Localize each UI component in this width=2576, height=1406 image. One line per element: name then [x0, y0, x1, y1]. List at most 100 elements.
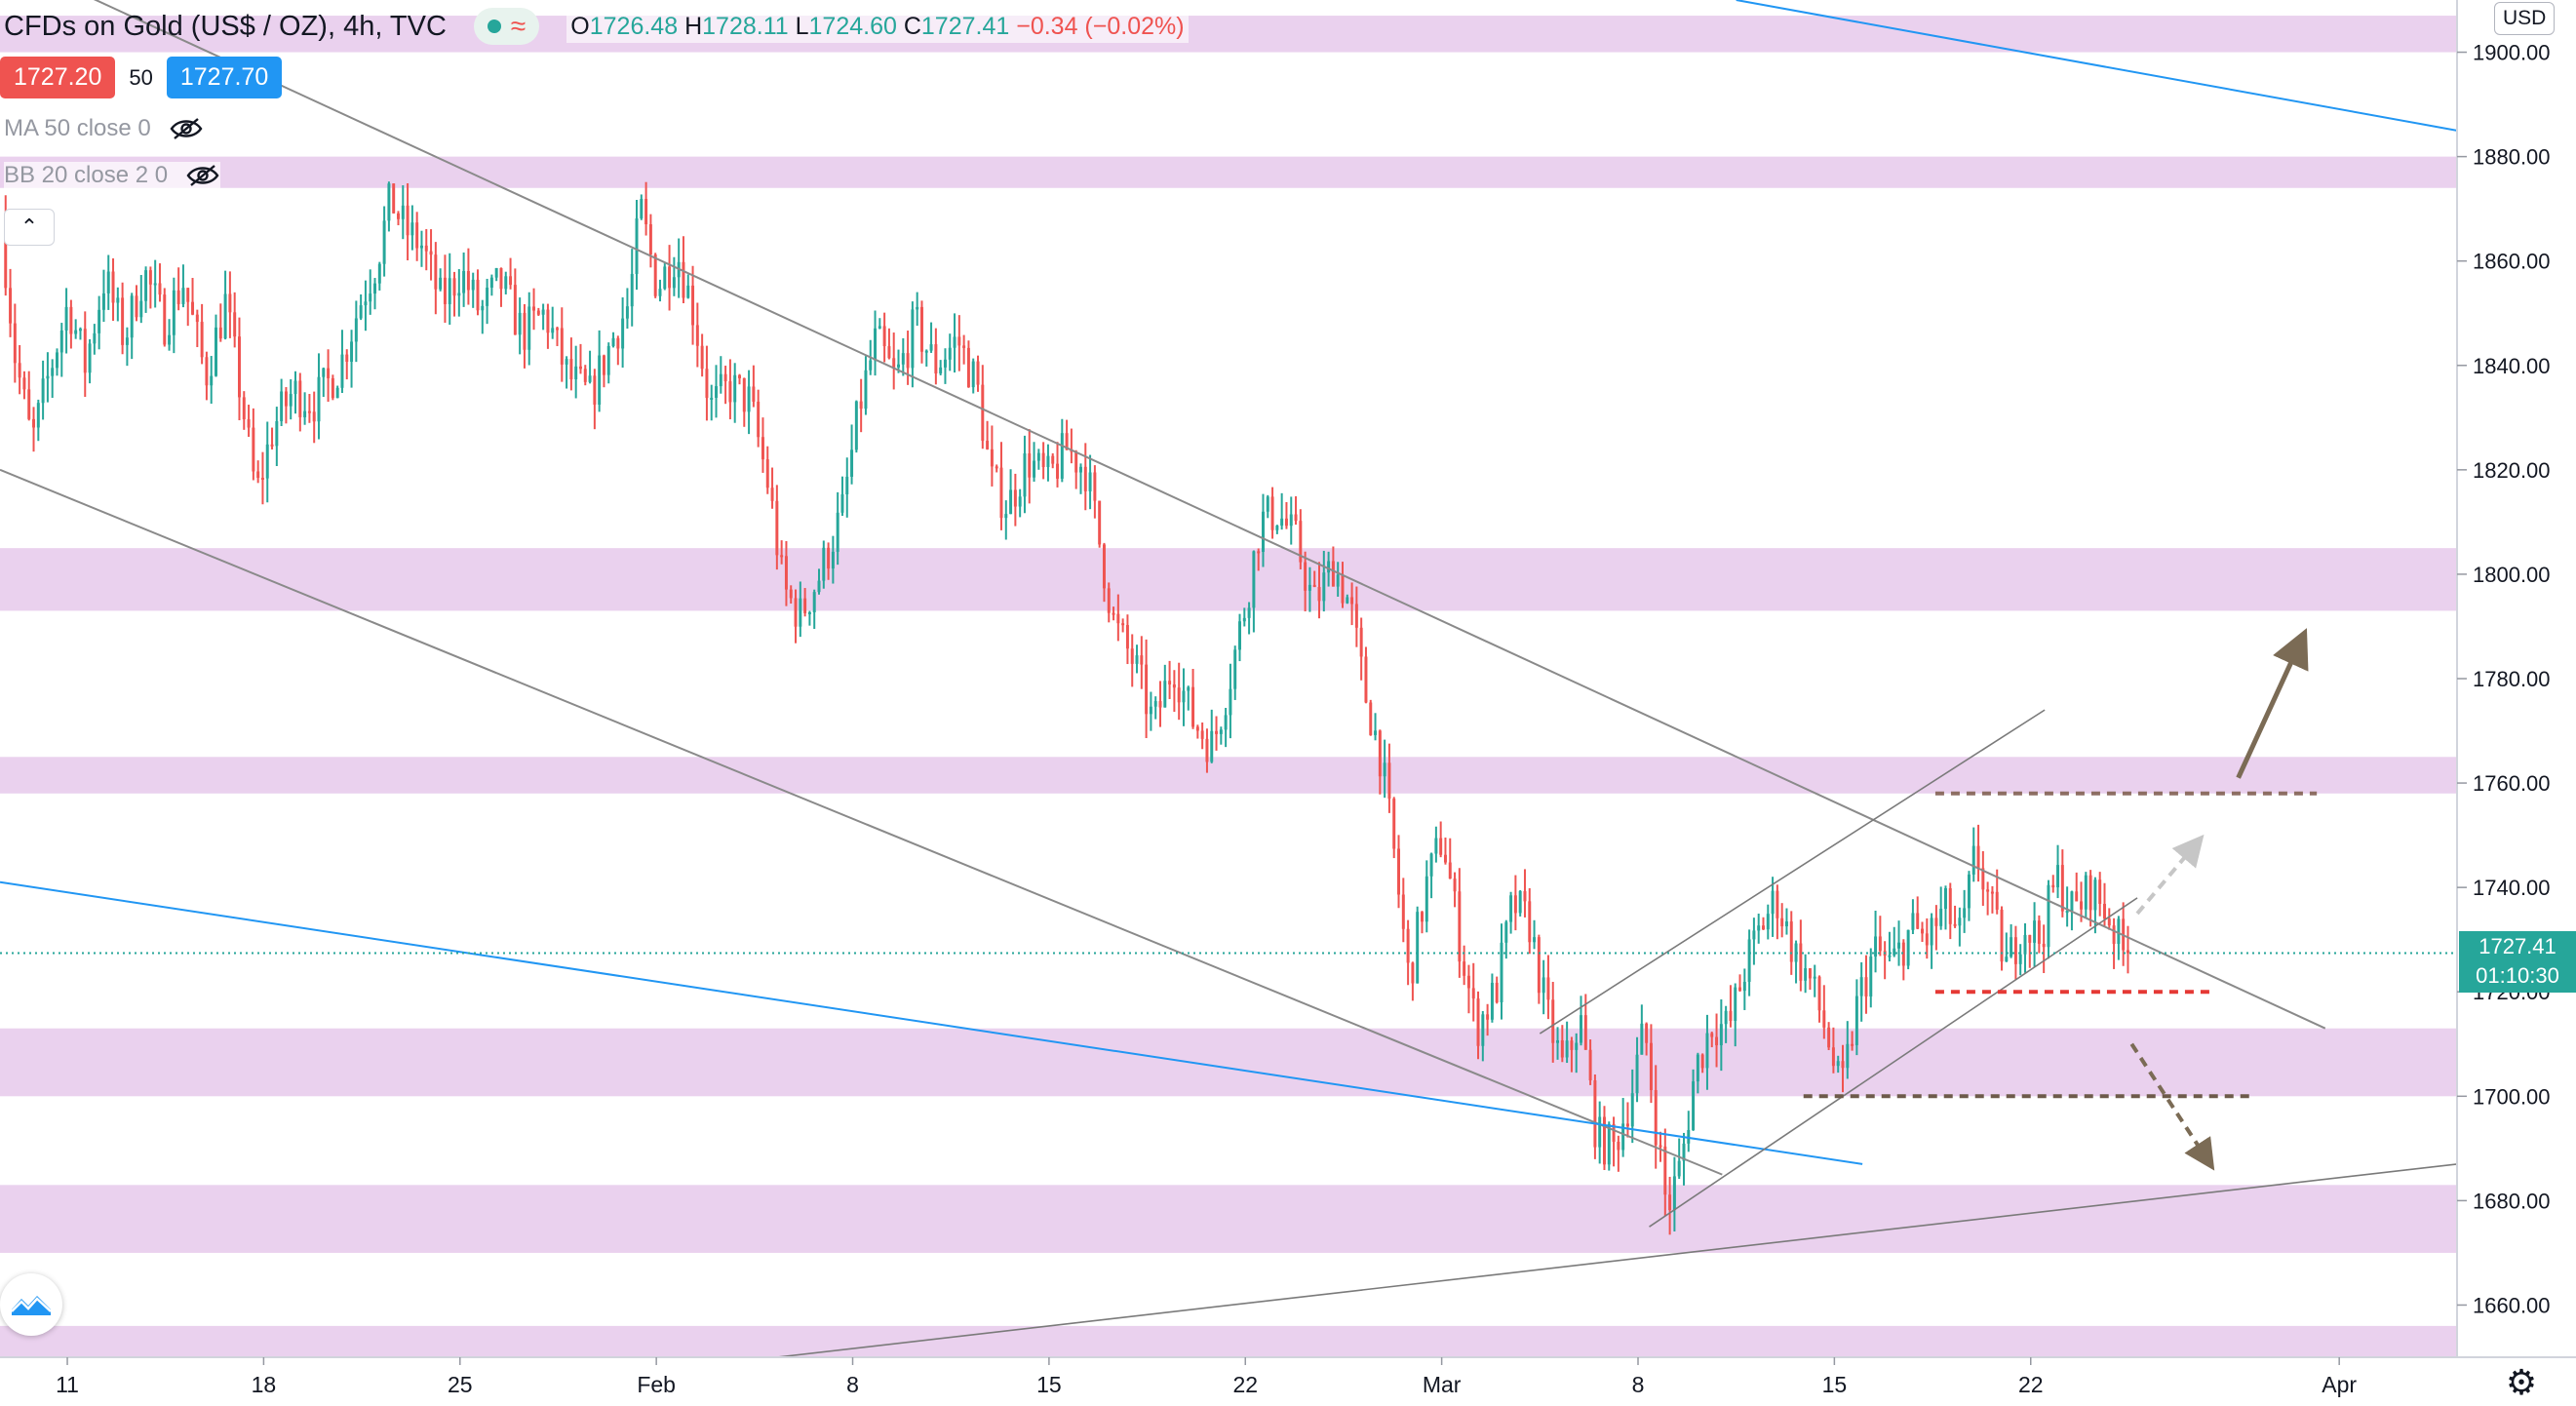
candle-body: [364, 301, 368, 306]
candle-body: [1504, 921, 1508, 943]
sell-price-button[interactable]: 1727.20: [0, 57, 116, 98]
candle-body: [658, 289, 662, 296]
candle-body: [1822, 1010, 1826, 1028]
time-tick-label: Apr: [2322, 1372, 2357, 1397]
currency-badge[interactable]: USD: [2494, 2, 2556, 35]
ohlc-change: −0.34 (−0.02%): [1016, 12, 1185, 40]
candle-body: [1036, 452, 1040, 461]
candle-body: [1112, 612, 1115, 615]
sr-zone: [0, 548, 2457, 611]
candle-body: [1668, 1194, 1672, 1211]
candle-body: [215, 327, 217, 376]
candle-body: [1135, 655, 1139, 664]
candle-body: [1191, 686, 1195, 727]
collapse-legend-button[interactable]: ⌃: [4, 209, 55, 246]
tradingview-logo[interactable]: [0, 1273, 62, 1336]
candle-body: [598, 355, 602, 406]
candle-body: [583, 369, 587, 382]
candle-body: [1033, 460, 1036, 478]
candle-body: [2060, 865, 2064, 912]
eye-off-icon[interactable]: [185, 164, 220, 187]
candle-body: [270, 444, 274, 447]
candle-body: [1846, 1043, 1850, 1069]
candle-body: [1654, 1090, 1658, 1146]
candle-body: [827, 547, 831, 569]
candle-body: [1925, 933, 1929, 946]
candle-body: [733, 374, 737, 403]
candle-body: [1439, 838, 1443, 855]
indicator-ma[interactable]: MA 50 close 0: [4, 115, 204, 142]
candle-body: [260, 478, 264, 481]
candle-body: [1065, 433, 1069, 450]
candle-body: [489, 277, 493, 289]
candle-body: [869, 360, 873, 371]
candle-body: [854, 401, 858, 450]
eye-off-icon[interactable]: [169, 117, 204, 140]
candle-body: [41, 378, 45, 404]
candle-body: [1953, 923, 1957, 926]
candle-body: [1481, 1014, 1485, 1046]
candle-body: [775, 500, 779, 556]
candle-body: [1762, 925, 1765, 930]
candle-body: [1893, 948, 1896, 956]
ohlc-close: 1727.41: [920, 12, 1010, 40]
time-tick-label: Mar: [1423, 1372, 1462, 1397]
tradingview-logo-icon: [11, 1296, 52, 1315]
candle-body: [1130, 648, 1134, 664]
candle-body: [546, 309, 550, 333]
candle-body: [340, 354, 344, 388]
indicator-bb[interactable]: BB 20 close 2 0: [4, 162, 221, 189]
price-tick-label: 1800.00: [2473, 563, 2551, 587]
candle-body: [1570, 1040, 1574, 1050]
time-tick-label: 25: [448, 1372, 473, 1397]
bullish-arrow: [2236, 628, 2309, 779]
candle-body: [401, 205, 405, 219]
candle-body: [1598, 1116, 1602, 1148]
candle-body: [719, 373, 722, 387]
candle-body: [1466, 975, 1470, 989]
time-tick-label: 15: [1036, 1372, 1062, 1397]
candle-body: [1041, 452, 1045, 467]
candle-body: [317, 376, 321, 422]
candle-body: [69, 306, 73, 334]
candle-body: [93, 332, 97, 344]
price-tick-label: 1740.00: [2473, 876, 2551, 900]
candle-body: [874, 328, 878, 361]
candle-body: [1270, 496, 1274, 530]
candle-body: [307, 410, 311, 413]
candle-body: [682, 261, 685, 298]
candle-body: [2013, 937, 2017, 964]
market-status-badge[interactable]: ≈: [473, 8, 540, 45]
candle-body: [924, 350, 928, 353]
candle-body: [1580, 1015, 1582, 1043]
candle-body: [1261, 511, 1265, 553]
candle-body: [1649, 1042, 1653, 1091]
time-tick-label: 18: [252, 1372, 277, 1397]
candle-body: [919, 306, 923, 352]
buy-price-button[interactable]: 1727.70: [166, 57, 283, 98]
candle-body: [1205, 738, 1209, 762]
candle-body: [1930, 918, 1933, 946]
candle-body: [382, 220, 386, 264]
candle-body: [443, 277, 447, 304]
candle-body: [1841, 1061, 1845, 1069]
candle-body: [252, 427, 255, 472]
candle-body: [700, 345, 704, 370]
candle-body: [803, 598, 807, 613]
symbol-title[interactable]: CFDs on Gold (US$ / OZ), 4h, TVC: [4, 10, 447, 42]
candle-body: [1421, 912, 1424, 922]
candle-body: [1804, 968, 1808, 981]
candle-body: [1921, 928, 1924, 934]
candle-body: [392, 183, 396, 214]
candle-body: [2000, 909, 2004, 962]
candle-body: [780, 555, 784, 558]
price-tick-label: 1700.00: [2473, 1084, 2551, 1109]
price-tick-label: 1880.00: [2473, 145, 2551, 170]
candle-body: [1317, 587, 1321, 602]
candle-body: [602, 355, 605, 375]
candle-body: [765, 459, 769, 488]
gear-icon[interactable]: ⚙: [2505, 1362, 2538, 1402]
sr-zone: [0, 1325, 2457, 1357]
candle-body: [1346, 597, 1349, 604]
